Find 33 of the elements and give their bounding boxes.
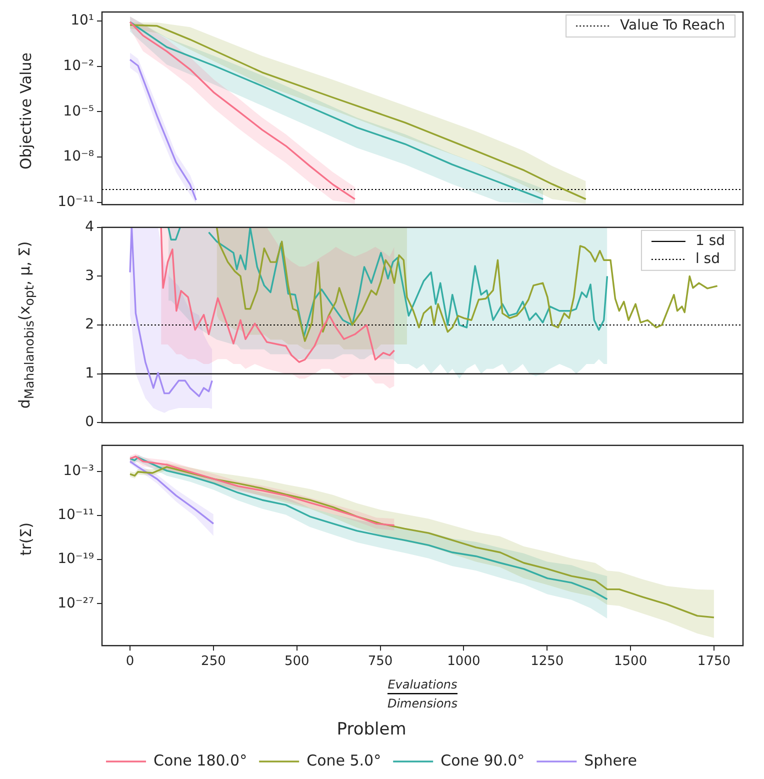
legend-label: 1 sd [695,233,726,250]
x-tick-label: 0 [126,654,134,669]
y-tick-label: 10⁻⁸ [63,148,94,165]
x-tick-label: 500 [284,654,310,669]
legend-title: Problem [336,720,406,740]
x-tick-label: 250 [201,654,226,669]
legend-label: Cone 90.0° [440,751,525,770]
legend-label: Value To Reach [620,18,726,34]
y-tick-label: 2 [85,316,94,333]
y-tick-label: 3 [85,268,94,284]
y-tick-label: 10⁻³ [63,462,94,479]
y-tick-label: 0 [85,414,94,430]
x-tick-label: 750 [368,654,393,669]
legend-label: l sd [695,251,720,268]
y-tick-label: 10⁻¹¹ [58,194,94,210]
x-tick-label: 1750 [697,654,731,669]
x-tick-label: 1250 [530,654,564,669]
y-tick-label: 10⁻¹⁹ [58,551,94,568]
y-tick-label: 4 [85,219,94,236]
y-tick-label: 10⁻² [63,58,94,74]
x-axis-title: Evaluations Dimensions [387,678,458,711]
y-tick-label: 10⁻⁵ [63,103,94,120]
legend-label: Sphere [584,751,638,770]
y-axis-title: Objective Value [17,52,35,170]
y-tick-label: 10¹ [70,12,94,29]
y-tick-label: 10⁻²⁷ [58,595,94,612]
y-tick-label: 1 [85,365,94,382]
x-tick-label: 1500 [614,654,648,669]
y-axis-title: tr(Σ) [17,522,35,556]
legend-label: Cone 180.0° [154,751,248,770]
x-tick-label: 1000 [447,654,480,669]
legend-label: Cone 5.0° [306,751,382,770]
y-tick-label: 10⁻¹¹ [58,507,94,524]
